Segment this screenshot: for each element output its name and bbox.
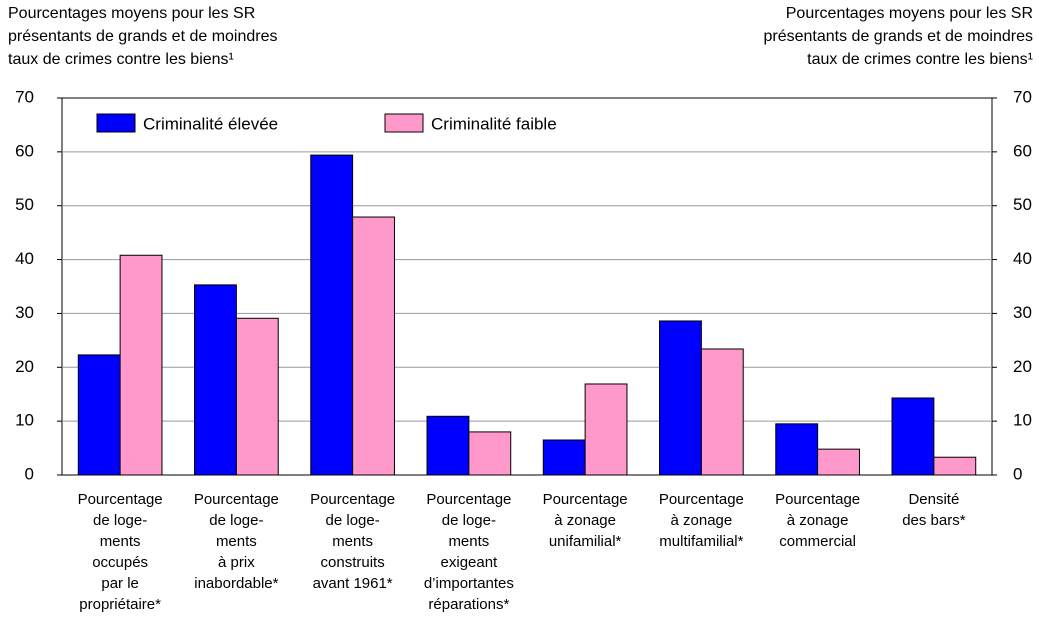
bar: [468, 431, 512, 476]
bar: [310, 154, 354, 476]
y-tick-label: 20: [15, 357, 34, 376]
bar: [700, 348, 744, 476]
bar: [235, 317, 279, 476]
y2-tick-label: 70: [1013, 87, 1032, 106]
bar: [659, 320, 702, 476]
x-tick-label: Densité des bars*: [902, 491, 966, 529]
y2-tick-label: 30: [1013, 303, 1032, 322]
y-tick-label: 50: [15, 195, 34, 214]
legend-label: Criminalité faible: [431, 114, 557, 133]
legend-label: Criminalité élevée: [143, 114, 278, 133]
y2-axis-title: Pourcentages moyens pour les SR présenta…: [763, 5, 1034, 68]
x-tick-label: Pourcentage de loge- ments occupés par l…: [77, 491, 163, 613]
bar: [817, 448, 860, 476]
bar: [542, 439, 586, 476]
bar: [77, 354, 121, 476]
bar: [775, 423, 819, 476]
y2-tick-label: 10: [1013, 411, 1032, 430]
y-tick-label: 0: [25, 464, 34, 483]
bar: [426, 415, 470, 476]
x-tick-label: Pourcentage à zonage commercial: [775, 491, 861, 550]
bar: [584, 383, 628, 476]
y2-tick-label: 0: [1013, 464, 1022, 483]
y2-tick-label: 60: [1013, 141, 1032, 160]
y-tick-label: 30: [15, 303, 34, 322]
x-tick-label: Pourcentage de loge- ments construits av…: [310, 491, 396, 592]
plot-frame: [61, 97, 993, 476]
x-tick-label: Pourcentage à zonage unifamilial*: [542, 491, 628, 550]
bar: [194, 284, 237, 476]
y2-tick-label: 20: [1013, 357, 1032, 376]
x-tick-label: Pourcentage de loge- ments exigeant d’im…: [423, 491, 514, 613]
bar: [119, 254, 163, 476]
y-tick-label: 10: [15, 411, 34, 430]
bar: [891, 397, 935, 476]
x-tick-label: Pourcentage de loge- ments à prix inabor…: [193, 491, 279, 592]
legend-swatch: [384, 113, 424, 133]
legend-swatch: [96, 113, 136, 133]
bar: [352, 216, 395, 476]
y-tick-label: 40: [15, 249, 34, 268]
y-tick-label: 70: [15, 87, 34, 106]
y-axis-title: Pourcentages moyens pour les SR présenta…: [8, 5, 278, 68]
y2-tick-label: 40: [1013, 249, 1032, 268]
x-tick-label: Pourcentage à zonage multifamilial*: [658, 491, 744, 550]
y2-tick-label: 50: [1013, 195, 1032, 214]
bar: [933, 456, 977, 476]
y-tick-label: 60: [15, 141, 34, 160]
